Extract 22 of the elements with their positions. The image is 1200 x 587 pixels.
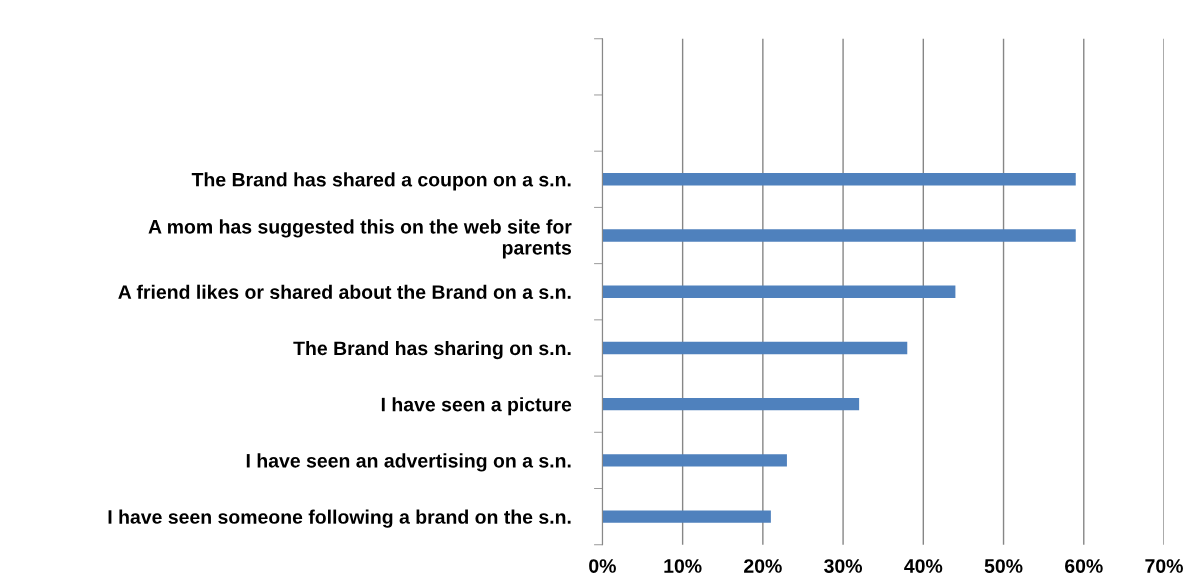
- x-tick-label: 0%: [589, 559, 616, 573]
- y-tick-label: The Brand has shared a coupon on a s.n.: [191, 172, 571, 191]
- bar: [602, 173, 1076, 186]
- y-tick-label: I have seen a picture: [381, 397, 572, 416]
- bar: [602, 229, 1076, 242]
- bar: [602, 341, 908, 355]
- bar: [602, 510, 771, 523]
- x-tick-label: 40%: [904, 559, 943, 573]
- x-tick-label: 10%: [664, 559, 702, 573]
- x-tick-label: 20%: [744, 559, 782, 573]
- x-tick-label: 70%: [1145, 559, 1183, 573]
- x-tick-label: 60%: [1065, 559, 1103, 573]
- y-tick-label: I have seen an advertising on a s.n.: [246, 453, 571, 472]
- y-tick-label: A mom has suggested this on the web site for parents: [148, 219, 572, 259]
- bar: [602, 285, 956, 298]
- y-tick-label: The Brand has sharing on s.n.: [293, 340, 571, 360]
- x-tick-label: 50%: [984, 559, 1023, 573]
- y-tick-label: A friend likes or shared about the Brand on a s.n.: [118, 284, 571, 299]
- bar: [602, 398, 860, 411]
- y-tick-label: I have seen someone following a brand on the s.n.: [108, 509, 571, 528]
- x-tick-label: 30%: [824, 559, 863, 573]
- bar: [602, 454, 787, 467]
